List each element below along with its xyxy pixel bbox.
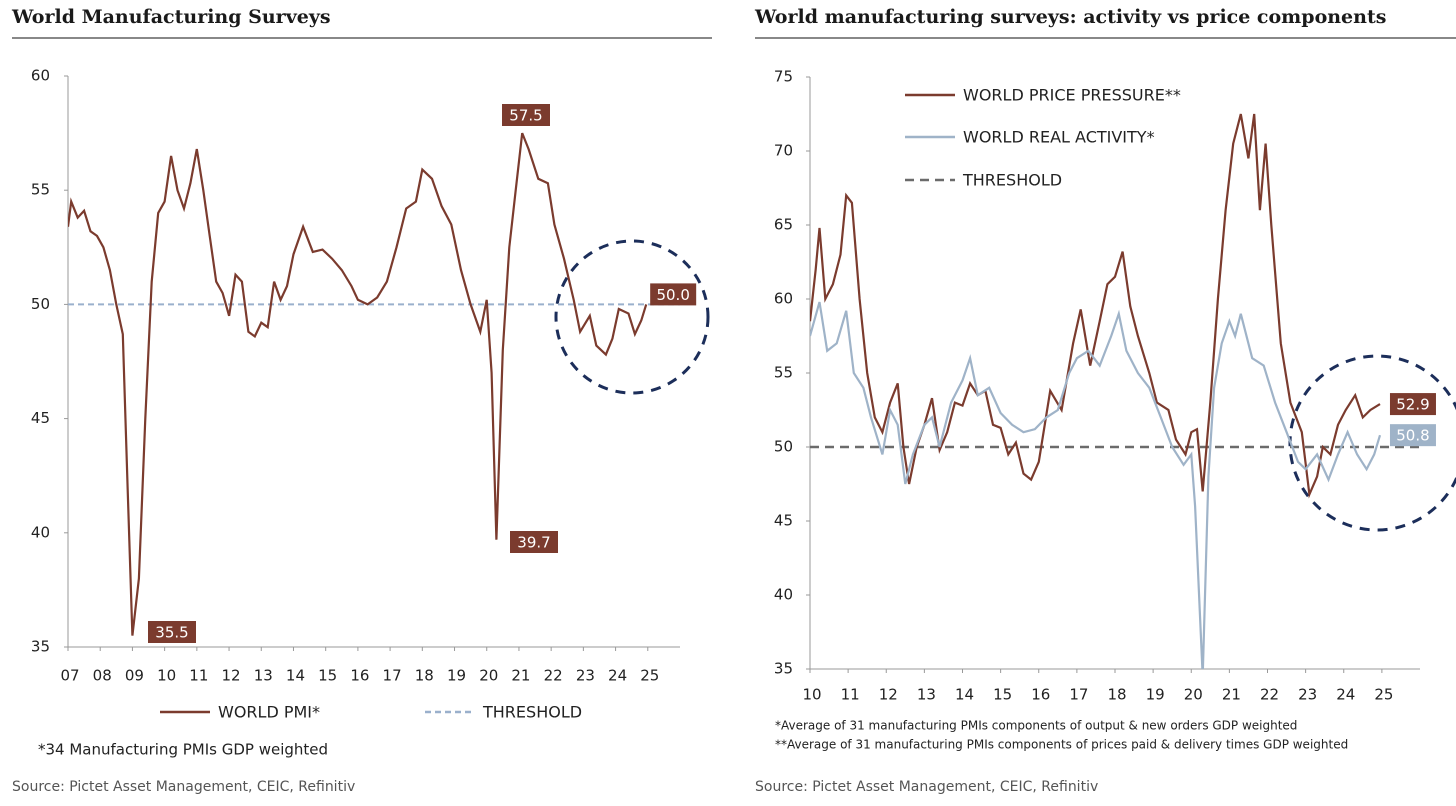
x-tick-label: 13 — [917, 686, 936, 704]
end-label: 50.0 — [656, 286, 689, 304]
y-tick-label: 40 — [774, 586, 793, 604]
x-tick-label: 24 — [1336, 686, 1355, 704]
y-tick-label: 65 — [774, 216, 793, 234]
x-tick-label: 10 — [802, 686, 821, 704]
x-tick-label: 13 — [254, 667, 273, 685]
x-tick-label: 17 — [383, 667, 402, 685]
y-tick-label: 50 — [31, 295, 50, 313]
x-tick-label: 18 — [1107, 686, 1126, 704]
y-tick-label: 55 — [31, 181, 50, 199]
y-tick-label: 45 — [774, 512, 793, 530]
annotation-box — [510, 531, 558, 553]
x-tick-label: 19 — [1146, 686, 1165, 704]
x-tick-label: 18 — [415, 667, 434, 685]
x-tick-label: 07 — [60, 667, 79, 685]
data-line — [810, 113, 1381, 499]
x-tick-label: 21 — [511, 667, 530, 685]
legend-label: THRESHOLD — [962, 171, 1062, 190]
annotation: 35.5 — [155, 624, 188, 642]
end-label-box — [1389, 424, 1436, 447]
x-tick-label: 24 — [608, 667, 627, 685]
x-tick-label: 17 — [1069, 686, 1088, 704]
end-label-box — [1389, 393, 1436, 416]
x-tick-label: 19 — [447, 667, 466, 685]
legend-label: WORLD PMI* — [218, 703, 320, 722]
x-tick-label: 20 — [1184, 686, 1203, 704]
x-tick-label: 11 — [189, 667, 208, 685]
x-tick-label: 14 — [286, 667, 305, 685]
y-tick-label: 40 — [31, 523, 50, 541]
x-tick-label: 16 — [350, 667, 369, 685]
legend-label: WORLD REAL ACTIVITY* — [963, 128, 1155, 147]
end-label: 50.8 — [1396, 427, 1429, 445]
end-label: 52.9 — [1396, 396, 1429, 414]
legend-label: THRESHOLD — [482, 703, 582, 722]
annotation: 39.7 — [517, 534, 550, 552]
highlight-circle — [554, 239, 710, 395]
x-tick-label: 09 — [125, 667, 144, 685]
x-tick-label: 08 — [93, 667, 112, 685]
x-tick-label: 23 — [1298, 686, 1317, 704]
y-tick-label: 35 — [31, 638, 50, 656]
x-tick-label: 23 — [576, 667, 595, 685]
chart-title: World Manufacturing Surveys — [11, 6, 331, 28]
annotation-box — [148, 621, 196, 643]
x-tick-label: 15 — [993, 686, 1012, 704]
x-tick-label: 12 — [222, 667, 241, 685]
footnote: *34 Manufacturing PMIs GDP weighted — [38, 741, 328, 759]
footnote: *Average of 31 manufacturing PMIs compon… — [775, 719, 1297, 733]
y-tick-label: 75 — [774, 68, 793, 86]
x-tick-label: 22 — [1260, 686, 1279, 704]
x-tick-label: 20 — [479, 667, 498, 685]
y-tick-label: 60 — [31, 67, 50, 85]
x-tick-label: 14 — [955, 686, 974, 704]
chart-title: World manufacturing surveys: activity vs… — [754, 6, 1386, 28]
end-label-box — [650, 283, 697, 306]
annotation-box — [502, 104, 550, 126]
legend-label: WORLD PRICE PRESSURE** — [963, 86, 1181, 105]
x-tick-label: 22 — [544, 667, 563, 685]
x-tick-label: 15 — [318, 667, 337, 685]
x-tick-label: 12 — [879, 686, 898, 704]
x-tick-label: 21 — [1222, 686, 1241, 704]
x-tick-label: 11 — [841, 686, 860, 704]
data-line — [810, 301, 1382, 669]
y-tick-label: 55 — [774, 364, 793, 382]
x-tick-label: 10 — [157, 667, 176, 685]
x-tick-label: 16 — [1031, 686, 1050, 704]
x-tick-label: 25 — [640, 667, 659, 685]
source: Source: Pictet Asset Management, CEIC, R… — [12, 779, 355, 795]
y-tick-label: 35 — [774, 660, 793, 678]
data-line — [68, 132, 648, 636]
y-tick-label: 50 — [774, 438, 793, 456]
y-tick-label: 60 — [774, 290, 793, 308]
annotation: 57.5 — [509, 107, 542, 125]
x-tick-label: 25 — [1374, 686, 1393, 704]
y-tick-label: 45 — [31, 409, 50, 427]
footnote: **Average of 31 manufacturing PMIs compo… — [775, 738, 1348, 752]
y-tick-label: 70 — [774, 142, 793, 160]
source: Source: Pictet Asset Management, CEIC, R… — [755, 779, 1098, 795]
